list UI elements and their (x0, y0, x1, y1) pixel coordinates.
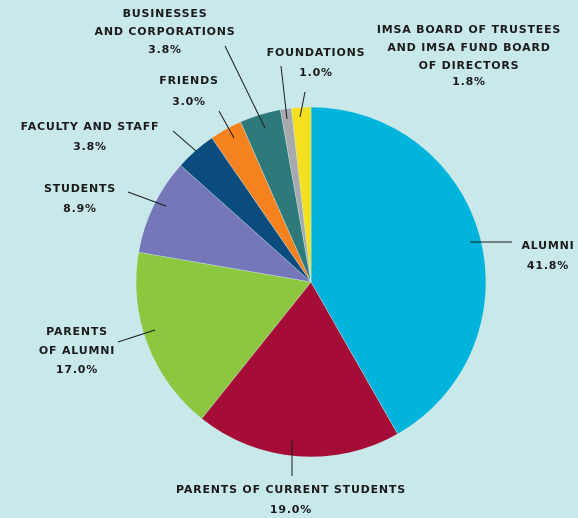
value-label: 19.0% (270, 503, 312, 516)
value-label: 3.8% (148, 43, 182, 56)
slice-label: FOUNDATIONS (267, 46, 366, 59)
slice-label: FRIENDS (159, 74, 218, 87)
slice-label: BUSINESSES (123, 7, 208, 20)
slice-label: PARENTS OF CURRENT STUDENTS (176, 483, 406, 496)
leader-line (218, 110, 235, 139)
value-label: 8.9% (63, 202, 97, 215)
leader-line (127, 191, 167, 207)
leader-line (299, 91, 306, 118)
slice-label: AND CORPORATIONS (95, 25, 236, 38)
slice-label: AND IMSA FUND BOARD (387, 41, 550, 54)
value-label: 17.0% (56, 363, 98, 376)
pie-slice (201, 281, 398, 458)
leader-line (224, 45, 266, 129)
pie-slice (310, 106, 487, 435)
leader-line (117, 329, 156, 343)
leader-line (280, 65, 288, 120)
slice-label: ALUMNI (521, 239, 574, 252)
slice-label: STUDENTS (44, 182, 116, 195)
pie-slice (290, 106, 312, 283)
value-label: 41.8% (527, 259, 569, 272)
slice-label: OF DIRECTORS (419, 59, 520, 72)
value-label: 1.8% (452, 75, 486, 88)
value-label: 3.0% (172, 95, 206, 108)
leader-line (172, 130, 197, 152)
slice-label: OF ALUMNI (39, 344, 115, 357)
slice-label: FACULTY AND STAFF (21, 120, 160, 133)
pie-slice (135, 251, 312, 420)
slice-label: IMSA BOARD OF TRUSTEES (377, 23, 561, 36)
pie-slice (138, 164, 312, 283)
value-label: 3.8% (73, 140, 107, 153)
value-label: 1.0% (299, 66, 333, 79)
slice-label: PARENTS (46, 325, 108, 338)
